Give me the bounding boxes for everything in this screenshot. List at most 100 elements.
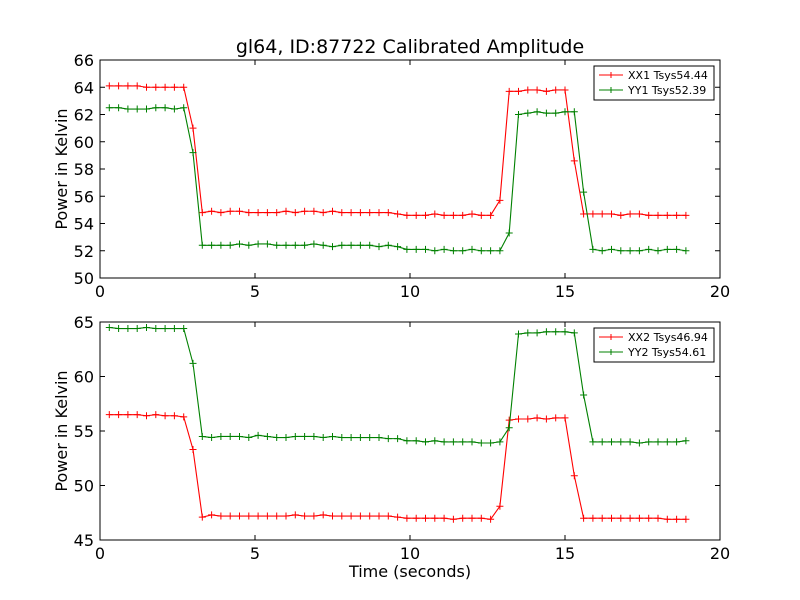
- data-point-marker: [542, 109, 550, 117]
- data-point-marker: [673, 245, 681, 253]
- data-point-marker: [561, 414, 569, 422]
- data-point-marker: [403, 245, 411, 253]
- data-point-marker: [561, 86, 569, 94]
- x-tick-label: 15: [555, 282, 575, 301]
- data-point-marker: [133, 411, 141, 419]
- y-tick-label: 55: [74, 422, 94, 441]
- data-point-marker: [468, 245, 476, 253]
- data-point-marker: [105, 411, 113, 419]
- data-point-marker: [635, 514, 643, 522]
- data-point-marker: [505, 424, 513, 432]
- data-point-marker: [515, 330, 522, 338]
- data-point-marker: [645, 245, 653, 253]
- data-point-marker: [236, 512, 243, 520]
- data-point-marker: [263, 240, 271, 248]
- data-point-marker: [431, 210, 439, 218]
- data-point-marker: [254, 209, 262, 217]
- data-point-marker: [673, 211, 681, 219]
- data-point-marker: [515, 415, 522, 423]
- data-point-marker: [496, 502, 504, 510]
- y-tick-label: 60: [74, 133, 94, 152]
- data-point-marker: [180, 83, 188, 91]
- data-point-marker: [580, 514, 588, 522]
- data-point-marker: [412, 245, 420, 253]
- data-point-marker: [524, 109, 532, 117]
- data-point-marker: [394, 210, 402, 218]
- data-point-marker: [226, 512, 234, 520]
- data-point-marker: [394, 435, 402, 443]
- y-tick-label: 56: [74, 187, 94, 206]
- data-point-marker: [161, 83, 169, 91]
- data-point-marker: [459, 247, 467, 255]
- y-tick-label: 64: [74, 78, 94, 97]
- data-point-marker: [105, 323, 113, 331]
- data-point-marker: [542, 415, 550, 423]
- data-point-marker: [515, 87, 522, 95]
- data-point-marker: [496, 196, 504, 204]
- data-point-marker: [412, 211, 420, 219]
- legend-label: XX2 Tsys46.94: [628, 331, 708, 344]
- x-tick-label: 0: [95, 282, 105, 301]
- data-point-marker: [477, 514, 485, 522]
- data-point-marker: [356, 434, 364, 442]
- data-point-marker: [124, 325, 132, 333]
- top-panel: 0 5 10 15 20 50 52 54 56 58 60 62 64 66 Power in Kelvi…: [52, 51, 730, 301]
- data-point-marker: [319, 241, 327, 249]
- data-point-marker: [152, 104, 160, 112]
- legend-label: YY2 Tsys54.61: [627, 346, 706, 359]
- data-point-marker: [449, 247, 457, 255]
- data-point-marker: [598, 247, 606, 255]
- data-point-marker: [496, 247, 504, 255]
- data-point-marker: [133, 325, 141, 333]
- data-point-marker: [208, 434, 216, 442]
- data-point-marker: [329, 432, 336, 440]
- data-point-marker: [589, 245, 597, 253]
- data-point-marker: [589, 210, 597, 218]
- data-point-marker: [542, 87, 550, 95]
- data-point-marker: [115, 411, 123, 419]
- data-point-marker: [115, 104, 123, 112]
- x-tick-label: 10: [400, 544, 420, 563]
- data-point-marker: [347, 512, 355, 520]
- data-point-marker: [282, 434, 290, 442]
- data-point-marker: [319, 434, 327, 442]
- y-tick-label: 65: [74, 313, 94, 332]
- legend-marker: [608, 72, 614, 78]
- data-point-marker: [366, 241, 374, 249]
- data-point-marker: [329, 512, 336, 520]
- data-point-marker: [440, 211, 448, 219]
- data-point-marker: [645, 514, 653, 522]
- data-point-marker: [570, 329, 578, 337]
- data-point-marker: [375, 209, 383, 217]
- data-point-marker: [580, 391, 588, 399]
- data-point-marker: [524, 329, 532, 337]
- data-point-marker: [635, 247, 643, 255]
- data-point-marker: [217, 241, 225, 249]
- data-point-marker: [366, 512, 374, 520]
- data-point-marker: [570, 157, 578, 165]
- data-point-marker: [487, 247, 495, 255]
- x-axis-label: Time (seconds): [348, 562, 471, 581]
- data-point-marker: [673, 438, 681, 446]
- data-point-marker: [552, 328, 560, 336]
- data-point-marker: [589, 514, 597, 522]
- data-point-marker: [477, 439, 485, 447]
- data-point-marker: [403, 437, 411, 445]
- data-point-marker: [143, 323, 150, 331]
- data-point-marker: [310, 432, 318, 440]
- y-tick-label: 58: [74, 160, 94, 179]
- data-point-marker: [524, 86, 532, 94]
- data-point-marker: [533, 414, 541, 422]
- legend-label: YY1 Tsys52.39: [627, 84, 706, 97]
- data-point-marker: [394, 513, 402, 521]
- data-point-marker: [645, 211, 653, 219]
- data-point-marker: [310, 512, 318, 520]
- data-point-marker: [291, 209, 299, 217]
- data-point-marker: [282, 207, 290, 215]
- data-point-marker: [245, 209, 253, 217]
- data-point-marker: [663, 438, 671, 446]
- data-point-marker: [124, 411, 132, 419]
- data-point-marker: [105, 104, 113, 112]
- legend-box: [593, 327, 715, 363]
- data-point-marker: [254, 512, 262, 520]
